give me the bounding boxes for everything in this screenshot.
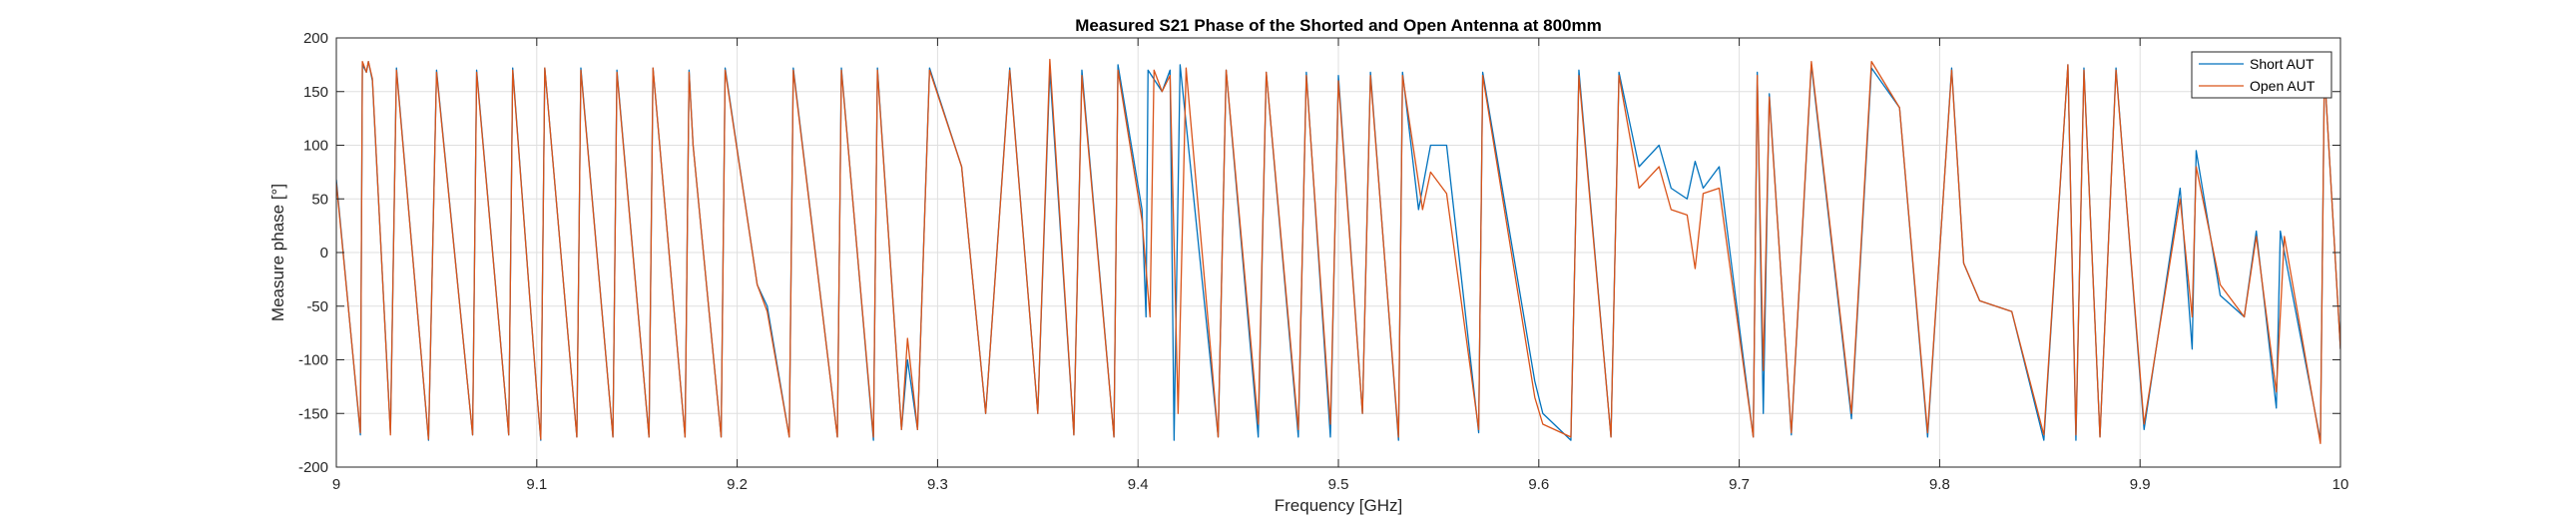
x-tick-labels: 9 9.1 9.2 9.3 9.4 9.5 9.6 9.7 9.8 9.9 10 — [332, 476, 2349, 493]
y-tick-label: 50 — [311, 191, 328, 208]
x-tick-label: 9.9 — [2130, 476, 2151, 493]
y-tick-label: 200 — [303, 30, 328, 47]
y-tick-labels: -200 -150 -100 -50 0 50 100 150 200 — [298, 30, 328, 476]
y-tick-label: -50 — [306, 298, 328, 315]
plot-area: 9 9.1 9.2 9.3 9.4 9.5 9.6 9.7 9.8 9.9 10 -200-150-… — [298, 30, 2348, 493]
y-tick-label: -200 — [298, 459, 328, 476]
legend-box — [2191, 51, 2332, 99]
x-axis-label: Frequency [GHz] — [1275, 496, 1403, 515]
y-axis-label: Measure phase [°] — [268, 184, 287, 321]
legend[interactable]: Short AUT Open AUT — [2191, 51, 2332, 99]
series-line-open-aut — [336, 58, 2340, 444]
y-tick-label: 150 — [303, 84, 328, 101]
x-tick-label: 9.2 — [727, 476, 748, 493]
y-tick-label: 100 — [303, 138, 328, 155]
legend-label-short-aut: Short AUT — [2250, 56, 2315, 72]
y-tick-label: 0 — [320, 245, 328, 262]
x-tick-label: 9.4 — [1128, 476, 1149, 493]
y-tick-label: -150 — [298, 405, 328, 422]
x-tick-label: 10 — [2332, 476, 2349, 493]
x-tick-label: 9.3 — [927, 476, 948, 493]
x-tick-label: 9.7 — [1729, 476, 1750, 493]
legend-label-open-aut: Open AUT — [2250, 78, 2316, 94]
x-tick-label: 9.1 — [526, 476, 547, 493]
x-tick-label: 9 — [332, 476, 340, 493]
x-tick-label: 9.8 — [1929, 476, 1950, 493]
y-tick-label: -100 — [298, 352, 328, 369]
x-tick-label: 9.5 — [1328, 476, 1349, 493]
ticks — [335, 37, 2341, 468]
series-group — [336, 58, 2340, 444]
chart-title: Measured S21 Phase of the Shorted and Op… — [1075, 16, 1601, 35]
x-tick-label: 9.6 — [1528, 476, 1549, 493]
